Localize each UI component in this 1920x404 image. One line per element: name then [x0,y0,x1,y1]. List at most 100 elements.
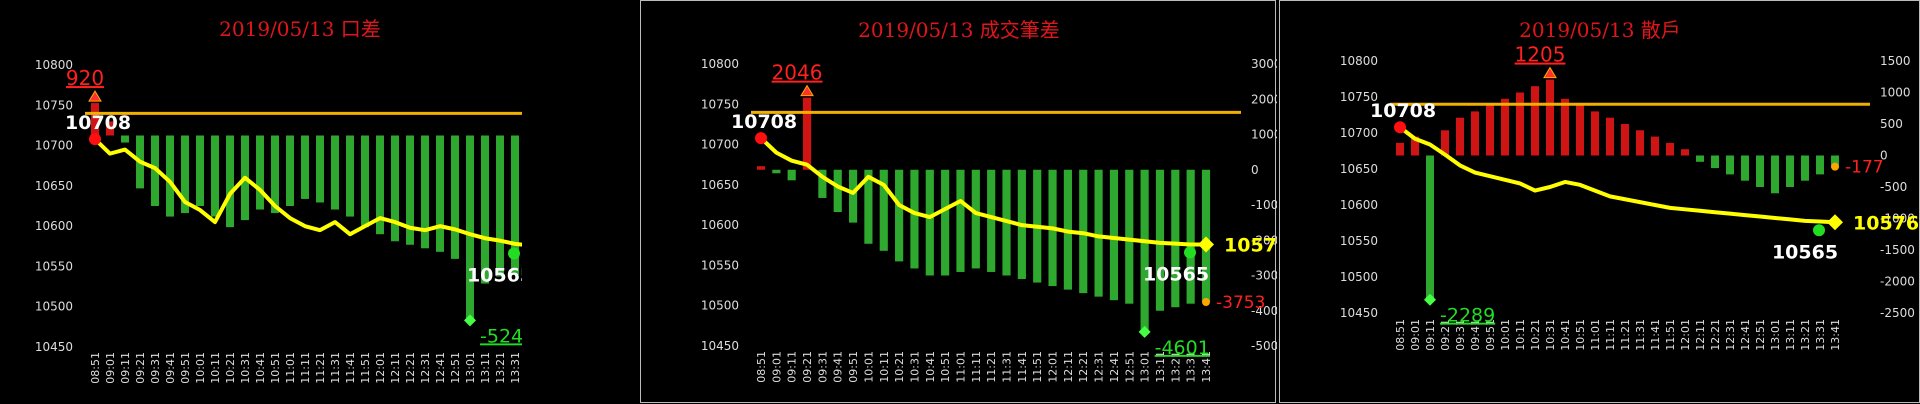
x-axis-tick: 11:41 [344,352,357,384]
chart-title: 2019/05/13 口差 [219,17,381,41]
x-axis-tick: 13:41 [1829,319,1842,351]
left-axis-tick: 10600 [701,218,739,232]
x-axis-tick: 13:41 [1200,351,1213,383]
x-axis-tick: 09:01 [104,352,117,384]
low-price-marker [1813,224,1825,237]
x-axis-tick: 10:11 [1514,319,1527,351]
diff-bar [421,135,429,249]
min-diff-marker [464,314,476,327]
diff-bar [1771,155,1779,194]
last-diff-marker [1831,162,1839,171]
x-axis-tick: 10:41 [924,351,937,383]
diff-bar [956,169,965,272]
chart-panel-2: 2019/05/13 成交筆差 10450 10500 10550 10600 10650… [640,0,1277,403]
diff-bar [226,135,234,228]
diff-bar [910,169,919,269]
diff-bar [1816,155,1824,175]
x-axis-tick: 12:51 [1754,319,1767,351]
diff-bar [1109,169,1119,301]
min-diff-label: -4601 [1155,337,1210,359]
diff-bar [1681,149,1689,156]
diff-bar [391,135,399,242]
diff-bar [1786,155,1794,187]
x-axis-tick: 09:11 [1424,319,1437,351]
x-axis-tick: 13:01 [1769,319,1782,351]
x-axis-tick: 12:21 [404,352,417,384]
x-axis-tick: 12:41 [1108,351,1121,383]
diff-bar [787,169,796,181]
left-axis-tick: 10700 [35,139,73,153]
x-axis-tick: 12:41 [434,352,447,384]
open-price-label: 10708 [731,111,797,133]
last-diff-marker [1202,298,1210,307]
diff-bar [1741,155,1749,181]
low-price-label: 10565 [467,264,522,286]
x-axis-tick: 13:21 [494,352,507,384]
left-axis-tick: 10750 [1340,90,1378,104]
close-price-label: 10576 [1224,234,1277,256]
close-price-label: 10576 [1853,212,1919,234]
x-axis-tick: 11:11 [970,351,983,383]
low-price-label: 10565 [1143,263,1209,285]
x-axis-tick: 11:01 [1589,319,1602,351]
diff-bar [925,169,934,276]
x-axis-tick: 10:51 [1574,319,1587,351]
right-axis-tick: 2000 [1251,92,1277,106]
diff-bar [91,103,99,136]
x-axis-tick: 09:51 [179,352,192,384]
diff-bar [496,135,504,277]
x-axis-tick: 13:11 [1784,319,1797,351]
diff-bar [1576,105,1584,156]
x-axis-tick: 11:41 [1649,319,1662,351]
diff-bar [802,97,812,170]
min-diff-marker [1424,293,1436,306]
diff-bar [1696,155,1704,162]
max-diff-label: 920 [66,66,104,90]
diff-bar [1546,79,1554,156]
diff-bar [1501,98,1509,156]
x-axis-tick: 09:21 [134,352,147,384]
left-axis-tick: 10800 [1340,54,1378,68]
open-price-label: 10708 [1370,100,1436,122]
left-axis-tick: 10550 [1340,234,1378,248]
price-line [93,137,522,247]
x-axis-tick: 12:01 [374,352,387,384]
diff-bar [756,166,766,170]
x-axis-tick: 10:51 [269,352,282,384]
diff-bar [971,169,980,269]
left-axis-tick: 10750 [701,97,739,111]
diff-bar [121,135,129,143]
x-axis-tick: 13:31 [1814,319,1827,351]
diff-bar [181,135,189,214]
x-axis-tick: 10:01 [194,352,207,384]
diff-bar [376,135,384,235]
x-axis-tick: 10:51 [939,351,952,383]
right-axis-tick: -2000 [1880,275,1915,289]
open-price-marker [1394,121,1406,134]
x-axis-tick: 10:41 [254,352,267,384]
x-axis-tick: 11:01 [284,352,297,384]
x-axis-tick: 11:31 [1634,319,1647,351]
diff-bar [941,169,950,276]
x-axis-tick: 11:51 [1664,319,1677,351]
x-axis-tick: 10:21 [224,352,237,384]
right-axis-tick: -2500 [1880,306,1915,320]
x-axis-tick: 12:41 [1739,319,1752,351]
price-line [759,136,1206,247]
x-axis-tick: 09:21 [1439,319,1452,351]
chart-svg-kou-cha: 2019/05/13 口差 10450 10500 10550 10600 10650 10… [35,17,522,384]
max-diff-label: 1205 [1515,43,1566,67]
x-axis-tick: 09:01 [1409,319,1422,351]
right-axis-tick: 1500 [1880,54,1911,68]
low-price-label: 10565 [1772,241,1838,263]
x-axis-tick: 12:11 [389,352,402,384]
x-axis-tick: 10:21 [893,351,906,383]
diff-bar [511,135,519,275]
diff-bar [451,135,459,259]
diff-bar [361,135,369,228]
right-axis-tick: -4000 [1251,304,1277,318]
diff-bar [1486,105,1494,156]
low-price-marker [1184,246,1196,259]
